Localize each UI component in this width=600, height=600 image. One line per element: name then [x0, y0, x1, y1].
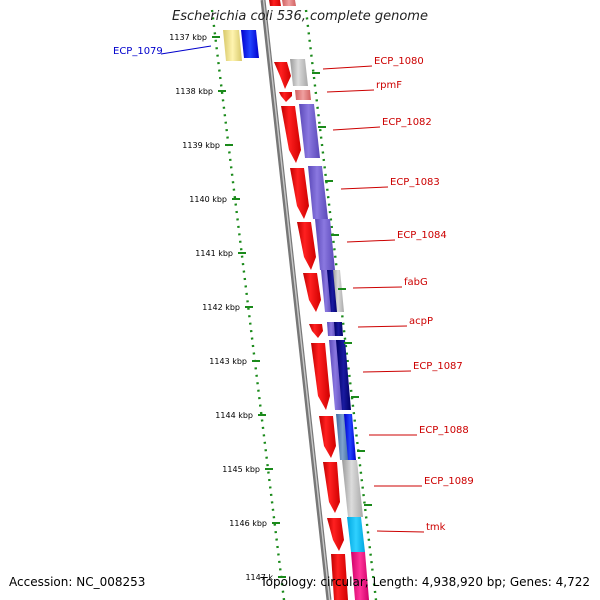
gene-label[interactable]: acpP	[409, 316, 433, 327]
kbp-tick-label: 1141 kbp	[195, 249, 233, 258]
gene-ecp1082-purple	[299, 104, 320, 158]
gene-ecp1080-grey	[290, 59, 308, 86]
gene-ecp1083-purple	[308, 166, 328, 219]
gene-fabg-grey	[333, 270, 344, 312]
gene-ecp1089-red	[323, 462, 340, 513]
gene-label[interactable]: ECP_1089	[424, 476, 474, 487]
gene-bottom-pink	[351, 552, 369, 600]
genome-backbone-highlight	[262, 0, 331, 600]
gene-ecp1088-blue	[344, 414, 356, 460]
gene-fabg-red	[303, 273, 321, 312]
kbp-tick-label: 1142 kbp	[202, 303, 240, 312]
gene-leader-line	[362, 370, 412, 373]
gene-ecp1087-purple	[329, 340, 343, 410]
gene-ecp1084-red	[297, 222, 316, 270]
gene-leader-line	[346, 239, 396, 243]
gene-tmk-cyan	[347, 517, 365, 552]
accession-text: Accession: NC_008253	[9, 575, 146, 589]
gene-acpp-navy	[334, 322, 343, 336]
gene-label[interactable]: rpmF	[376, 80, 402, 91]
kbp-tick-label: 1147 k	[245, 573, 273, 582]
kbp-tick-label: 1143 kbp	[209, 357, 247, 366]
kbp-tick-label: 1137 kbp	[169, 33, 207, 42]
gene-label[interactable]: ECP_1087	[413, 361, 463, 372]
gene-label[interactable]: ECP_1079	[113, 46, 163, 57]
gene-leader-line	[326, 89, 375, 93]
gene-ecp1083-red	[290, 168, 309, 219]
gene-leader-line	[340, 186, 389, 190]
kbp-tick-label: 1146 kbp	[229, 519, 267, 528]
tick-marks: 1137 kbp 1138 kbp 1139 kbp 1140 kbp 1141 kbp…	[169, 33, 372, 582]
kbp-tick-label: 1138 kbp	[175, 87, 213, 96]
gene-tmk-red	[327, 518, 344, 551]
kbp-tick-label: 1145 kbp	[222, 465, 260, 474]
gene-labels: ECP_1079 ECP_1080 rpmF ECP_1082 ECP_1083 ECP_…	[113, 45, 474, 533]
gene-leader-line	[332, 126, 381, 131]
gene-ecp1082-red	[281, 106, 301, 163]
gene-bottom-red	[331, 554, 348, 600]
topology-text: Topology: circular; Length: 4,938,920 bp…	[260, 575, 590, 589]
gene-acpp-purple	[327, 322, 336, 336]
gene-leader-line	[160, 45, 212, 55]
tick-rail-outer	[304, 9, 378, 600]
gene-ecp1080-red	[274, 62, 291, 89]
gene-top-red	[269, 0, 281, 6]
gene-leader-line	[357, 325, 408, 328]
gene-ecp1087-navy	[336, 340, 351, 410]
gene-fabg-purple	[321, 270, 332, 312]
kbp-tick-label: 1144 kbp	[215, 411, 253, 420]
gene-label[interactable]: tmk	[426, 522, 446, 533]
gene-rpmf-salmon	[295, 90, 311, 100]
kbp-tick-label: 1139 kbp	[182, 141, 220, 150]
gene-leader-line	[352, 286, 403, 289]
gene-leader-line	[322, 65, 373, 70]
gene-label[interactable]: ECP_1083	[390, 177, 440, 188]
gene-ecp1089-grey	[342, 460, 363, 517]
gene-label[interactable]: ECP_1080	[374, 56, 424, 67]
gene-leader-line	[376, 530, 425, 533]
gene-ecp1088-red	[319, 416, 336, 458]
gene-acpp-red	[309, 324, 323, 338]
gene-rpmf-red	[279, 92, 292, 102]
map-title: Escherichia coli 536, complete genome	[172, 9, 428, 24]
gene-label[interactable]: ECP_1088	[419, 425, 469, 436]
tick-rail-inner	[210, 9, 286, 600]
gene-ecp1079-blue	[241, 30, 259, 58]
gene-top-salmon	[282, 0, 296, 6]
gene-label[interactable]: ECP_1082	[382, 117, 432, 128]
gene-ecp1084-purple	[315, 219, 335, 270]
gene-label[interactable]: fabG	[404, 277, 428, 288]
gene-ecp1079-yellow	[223, 30, 242, 61]
kbp-tick-label: 1140 kbp	[189, 195, 227, 204]
gene-ecp1087-red	[311, 343, 330, 410]
gene-fabg-navy	[327, 270, 338, 312]
gene-label[interactable]: ECP_1084	[397, 230, 447, 241]
